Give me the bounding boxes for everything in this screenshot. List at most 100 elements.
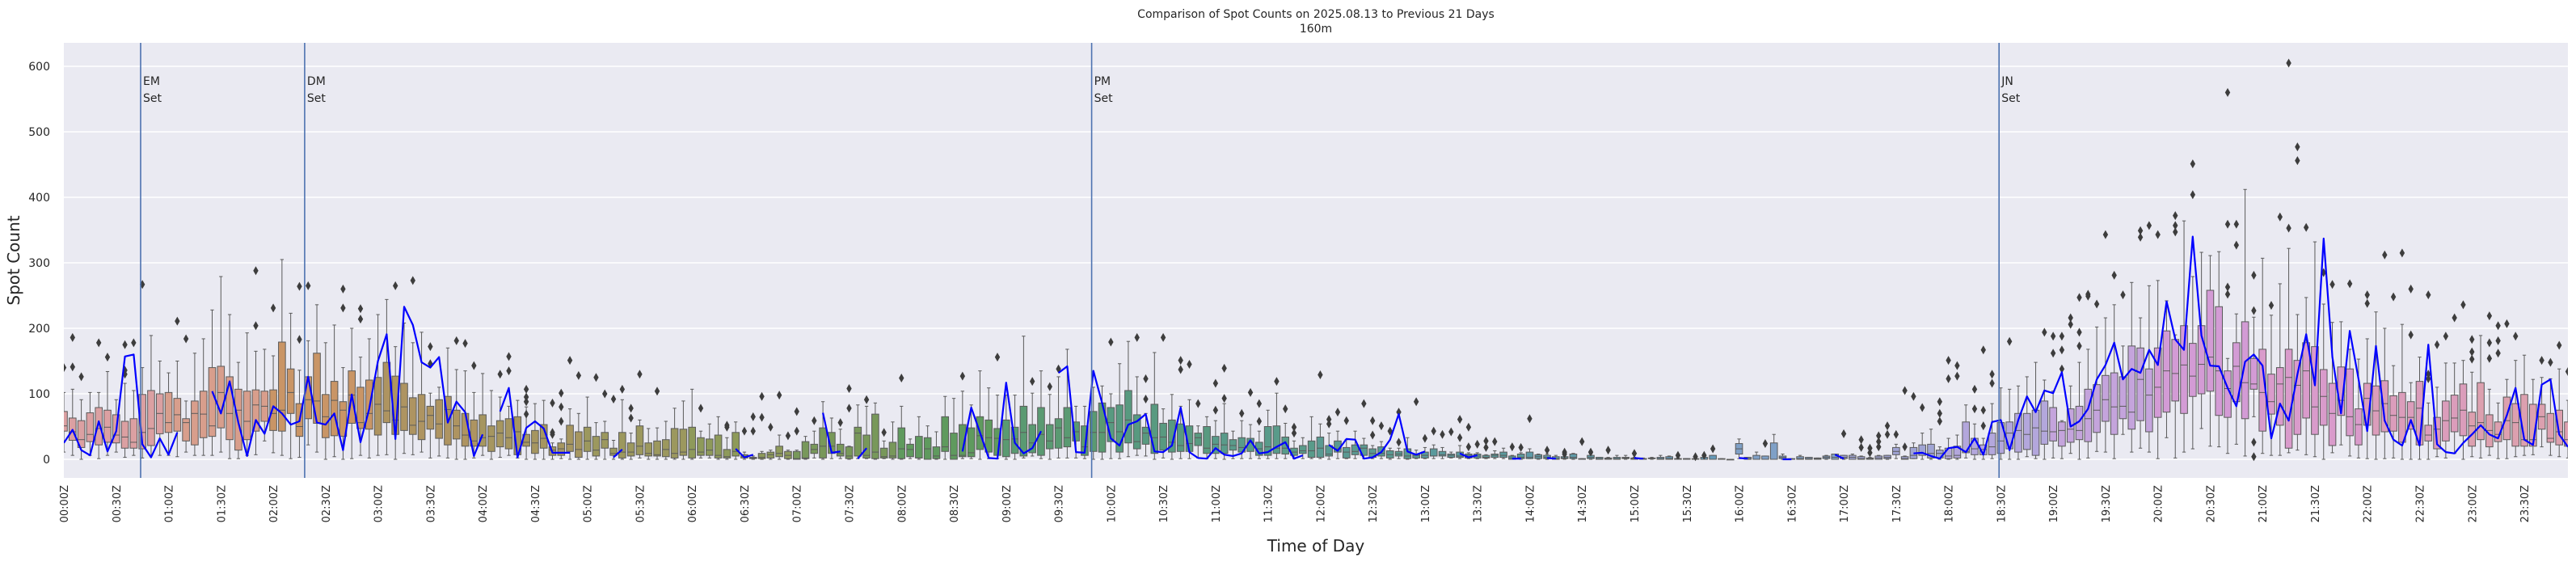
box [1866, 457, 1874, 460]
box-rect [278, 341, 286, 432]
x-tick-label: 20:30Z [2205, 485, 2217, 522]
box [1089, 387, 1098, 460]
box-rect [1342, 446, 1351, 458]
box-rect [2267, 374, 2275, 415]
box-rect [164, 391, 173, 433]
outlier-point [2495, 349, 2501, 358]
outlier-point [2190, 190, 2196, 200]
box-rect [2241, 321, 2249, 420]
box-rect [470, 419, 479, 447]
box [2049, 391, 2057, 458]
outlier-point [2469, 335, 2475, 344]
box [2197, 251, 2206, 429]
box [601, 420, 609, 460]
outlier-point [523, 384, 529, 394]
outlier-point [2224, 289, 2231, 299]
y-tick-label: 300 [28, 257, 50, 270]
current-day-line-segment [499, 387, 571, 458]
outlier-point [2277, 212, 2283, 222]
box [1796, 454, 1804, 460]
outlier-point [2495, 321, 2501, 331]
outlier-point [453, 336, 459, 345]
box-rect [1438, 450, 1447, 457]
outlier-point [1605, 446, 1611, 455]
outlier-point [357, 315, 364, 324]
outlier-point [2076, 327, 2082, 337]
box-rect [1769, 442, 1778, 460]
box [1709, 454, 1717, 460]
box-rect [1115, 404, 1124, 453]
box [1578, 458, 1587, 460]
box-rect [2153, 347, 2162, 418]
box-rect [1212, 436, 1220, 454]
x-tick-label: 17:00Z [1839, 485, 1851, 522]
outlier-point [593, 373, 599, 382]
box [356, 357, 365, 456]
box [1150, 352, 1159, 460]
outlier-point [2486, 353, 2493, 363]
outlier-point [2329, 280, 2335, 289]
box-rect [862, 434, 871, 458]
box-rect [2022, 412, 2031, 450]
outlier-point [559, 388, 564, 398]
box [2468, 371, 2477, 458]
box [1613, 454, 1621, 460]
outlier-point [523, 397, 529, 407]
box-rect [915, 436, 923, 458]
box-rect [339, 401, 348, 437]
box [1822, 454, 1831, 460]
box [2406, 382, 2415, 460]
box-rect [1709, 454, 1717, 460]
plot-marks [64, 58, 2568, 462]
outlier-point [2434, 340, 2440, 349]
x-tick-label: 02:30Z [321, 485, 333, 522]
outlier-point [1396, 408, 1402, 417]
outlier-point [1413, 397, 1419, 407]
outlier-point [1256, 399, 1263, 408]
box-rect [1019, 405, 1028, 457]
outlier-point [1326, 419, 1332, 429]
box [1394, 447, 1403, 459]
outlier-point [104, 353, 111, 362]
current-day-line-segment [64, 353, 179, 458]
event-label: JN [2001, 75, 2013, 88]
box [1316, 423, 1325, 459]
box [1385, 447, 1394, 460]
x-tick-label: 21:00Z [2258, 485, 2270, 522]
box-rect [86, 412, 95, 442]
box [1656, 454, 1665, 460]
box-rect [504, 418, 513, 450]
outlier-point [2111, 270, 2117, 280]
box [2249, 316, 2258, 417]
outlier-point [812, 416, 817, 425]
box-rect [120, 420, 129, 449]
outlier-point [2224, 219, 2231, 229]
box [1168, 394, 1176, 460]
box [592, 422, 601, 460]
outlier-point [1256, 416, 1263, 426]
outlier-point [846, 384, 852, 394]
outlier-point [1361, 399, 1367, 408]
outlier-point [462, 339, 468, 349]
outlier-point [2399, 248, 2405, 258]
box [557, 438, 566, 459]
x-tick-label: 15:00Z [1629, 485, 1642, 522]
event-label: Set [2001, 92, 2021, 105]
outlier-point [1954, 361, 1960, 370]
outlier-point [2173, 221, 2178, 230]
box [915, 416, 923, 460]
box-rect [2433, 416, 2441, 450]
box [2102, 317, 2110, 453]
outlier-point [1920, 403, 1925, 412]
box-rect [2511, 403, 2520, 447]
box [1019, 336, 1028, 458]
outlier-point [2146, 221, 2152, 230]
box [845, 446, 854, 460]
box [2127, 281, 2136, 453]
box-rect [836, 443, 845, 457]
x-tick-label: 08:30Z [949, 485, 961, 522]
y-tick-label: 500 [28, 126, 50, 139]
box [1726, 458, 1735, 461]
box [932, 431, 941, 460]
x-tick-label: 12:00Z [1315, 485, 1327, 522]
